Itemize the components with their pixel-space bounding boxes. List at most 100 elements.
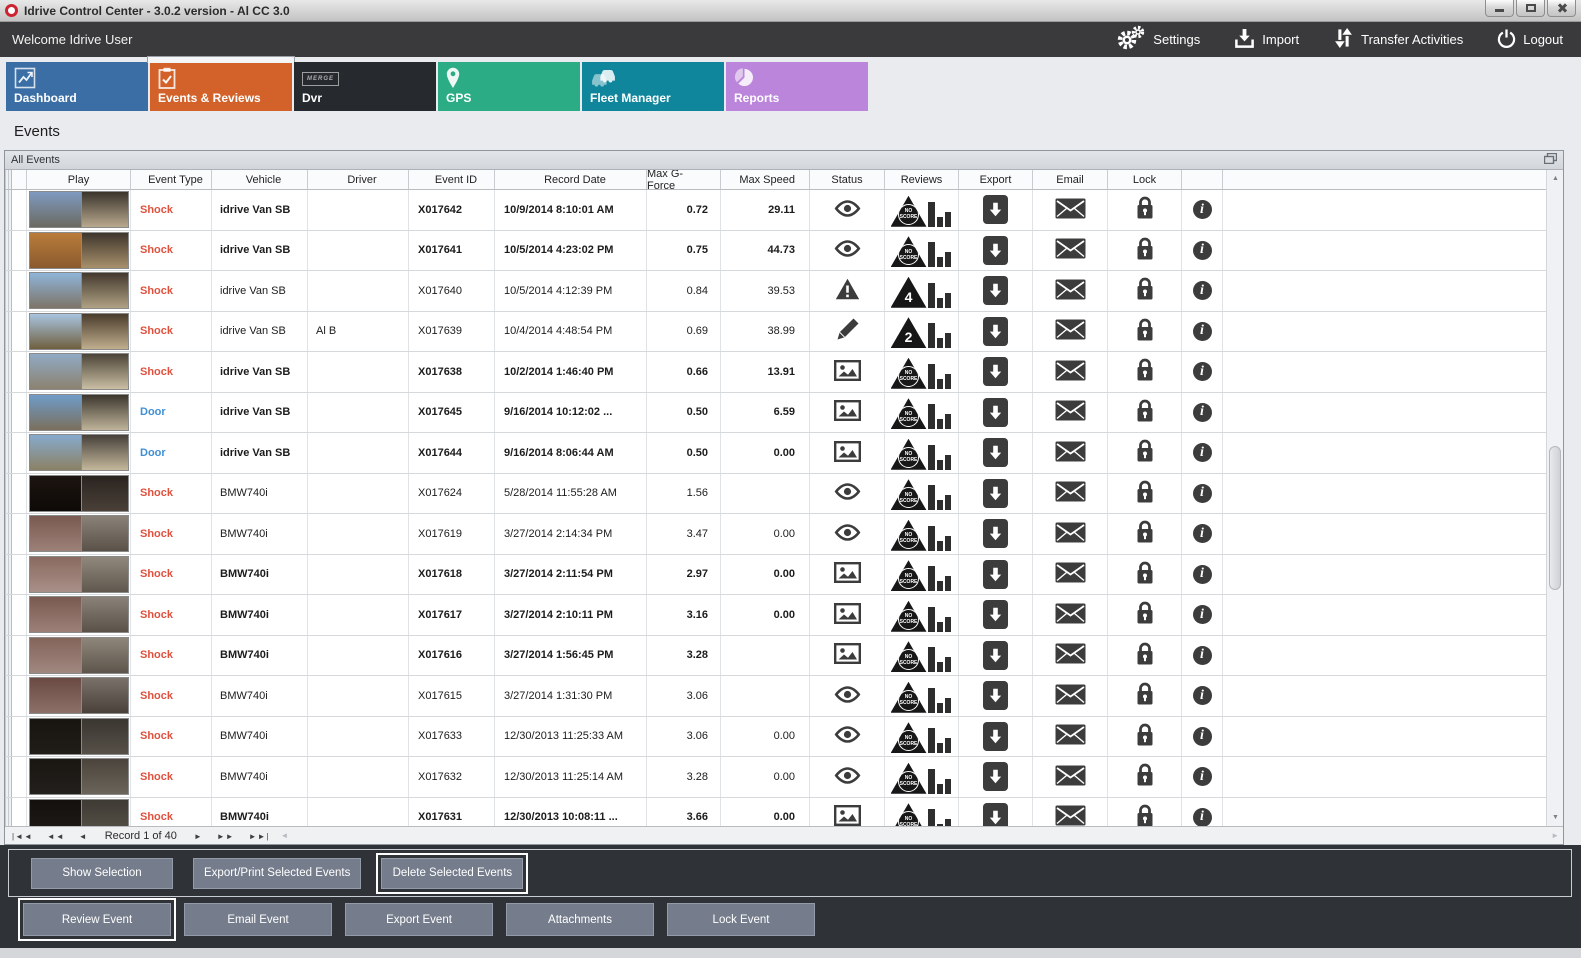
lock-icon[interactable] bbox=[1136, 277, 1154, 304]
scroll-right-icon[interactable]: ► bbox=[1551, 831, 1559, 840]
info-icon[interactable]: i bbox=[1192, 767, 1212, 787]
tab-gps[interactable]: GPS bbox=[438, 62, 580, 111]
play-thumbnail[interactable] bbox=[27, 473, 131, 513]
table-row[interactable]: Shock idrive Van SB X017642 10/9/2014 8:10:… bbox=[5, 190, 1546, 231]
export-download-icon[interactable] bbox=[983, 640, 1008, 670]
lock-cell[interactable] bbox=[1108, 797, 1182, 826]
export-cell[interactable] bbox=[959, 271, 1033, 311]
email-cell[interactable] bbox=[1033, 595, 1108, 635]
tab-events-reviews[interactable]: Events & Reviews bbox=[147, 56, 295, 111]
export-download-icon[interactable] bbox=[983, 397, 1008, 427]
lock-cell[interactable] bbox=[1108, 554, 1182, 594]
email-cell[interactable] bbox=[1033, 554, 1108, 594]
column-header-email[interactable]: Email bbox=[1033, 170, 1108, 189]
export-cell[interactable] bbox=[959, 757, 1033, 797]
table-row[interactable]: Shock idrive Van SB X017641 10/5/2014 4:23:… bbox=[5, 230, 1546, 271]
table-row[interactable]: Shock idrive Van SB Al B X017639 10/4/2014 4… bbox=[5, 311, 1546, 352]
prev-record-button[interactable]: ◄ bbox=[78, 831, 88, 841]
export-cell[interactable] bbox=[959, 433, 1033, 473]
reviews-cell[interactable]: NO SCORE bbox=[885, 352, 959, 392]
column-header-export[interactable]: Export bbox=[959, 170, 1033, 189]
logout-button[interactable]: Logout bbox=[1497, 28, 1563, 51]
reviews-cell[interactable]: NO SCORE bbox=[885, 676, 959, 716]
lock-cell[interactable] bbox=[1108, 473, 1182, 513]
play-thumbnail[interactable] bbox=[27, 392, 131, 432]
row-selector[interactable] bbox=[12, 716, 27, 756]
export-download-icon[interactable] bbox=[983, 559, 1008, 589]
first-record-button[interactable]: |◄◄ bbox=[12, 831, 33, 841]
tab-all-events[interactable]: All Events bbox=[11, 154, 60, 166]
reviews-cell[interactable]: 2 bbox=[885, 311, 959, 351]
info-cell[interactable]: i bbox=[1182, 635, 1223, 675]
lock-icon[interactable] bbox=[1136, 561, 1154, 588]
reviews-cell[interactable]: NO SCORE bbox=[885, 595, 959, 635]
column-header-event-id[interactable]: Event ID bbox=[409, 170, 495, 189]
lock-event-button[interactable]: Lock Event bbox=[667, 903, 815, 936]
export-cell[interactable] bbox=[959, 716, 1033, 756]
table-row[interactable]: Door idrive Van SB X017644 9/16/2014 8:06:4… bbox=[5, 433, 1546, 474]
table-row[interactable]: Door idrive Van SB X017645 9/16/2014 10:12:… bbox=[5, 392, 1546, 433]
lock-icon[interactable] bbox=[1136, 358, 1154, 385]
play-thumbnail[interactable] bbox=[27, 757, 131, 797]
info-cell[interactable]: i bbox=[1182, 716, 1223, 756]
lock-cell[interactable] bbox=[1108, 433, 1182, 473]
export-download-icon[interactable] bbox=[983, 681, 1008, 711]
lock-icon[interactable] bbox=[1136, 601, 1154, 628]
email-cell[interactable] bbox=[1033, 473, 1108, 513]
event-video-thumbnail-icon[interactable] bbox=[28, 758, 129, 796]
scroll-left-icon[interactable]: ◄ bbox=[280, 831, 289, 840]
email-cell[interactable] bbox=[1033, 392, 1108, 432]
event-video-thumbnail-icon[interactable] bbox=[28, 231, 129, 269]
row-selector[interactable] bbox=[12, 595, 27, 635]
lock-cell[interactable] bbox=[1108, 635, 1182, 675]
export-download-icon[interactable] bbox=[983, 316, 1008, 346]
info-cell[interactable]: i bbox=[1182, 554, 1223, 594]
scroll-down-icon[interactable]: ▼ bbox=[1552, 814, 1559, 821]
info-icon[interactable]: i bbox=[1192, 483, 1212, 503]
play-thumbnail[interactable] bbox=[27, 797, 131, 826]
lock-icon[interactable] bbox=[1136, 682, 1154, 709]
event-video-thumbnail-icon[interactable] bbox=[28, 636, 129, 674]
lock-icon[interactable] bbox=[1136, 399, 1154, 426]
export-cell[interactable] bbox=[959, 311, 1033, 351]
lock-cell[interactable] bbox=[1108, 230, 1182, 270]
email-cell[interactable] bbox=[1033, 271, 1108, 311]
export-print-selected-events-button[interactable]: Export/Print Selected Events bbox=[193, 857, 362, 889]
export-cell[interactable] bbox=[959, 595, 1033, 635]
email-cell[interactable] bbox=[1033, 635, 1108, 675]
info-icon[interactable]: i bbox=[1192, 645, 1212, 665]
reviews-cell[interactable]: NO SCORE bbox=[885, 716, 959, 756]
info-icon[interactable]: i bbox=[1192, 686, 1212, 706]
event-video-thumbnail-icon[interactable] bbox=[28, 272, 129, 310]
export-cell[interactable] bbox=[959, 473, 1033, 513]
info-cell[interactable]: i bbox=[1182, 797, 1223, 826]
row-selector[interactable] bbox=[12, 676, 27, 716]
email-envelope-icon[interactable] bbox=[1055, 724, 1086, 748]
lock-icon[interactable] bbox=[1136, 804, 1154, 826]
scrollbar-thumb[interactable] bbox=[1549, 445, 1561, 590]
email-cell[interactable] bbox=[1033, 311, 1108, 351]
review-event-button[interactable]: Review Event bbox=[23, 903, 171, 936]
event-video-thumbnail-icon[interactable] bbox=[28, 677, 129, 715]
lock-icon[interactable] bbox=[1136, 642, 1154, 669]
tab-dvr[interactable]: MERGE Dvr bbox=[294, 62, 436, 111]
play-thumbnail[interactable] bbox=[27, 271, 131, 311]
export-download-icon[interactable] bbox=[983, 600, 1008, 630]
email-envelope-icon[interactable] bbox=[1055, 198, 1086, 222]
lock-cell[interactable] bbox=[1108, 271, 1182, 311]
play-thumbnail[interactable] bbox=[27, 635, 131, 675]
lock-icon[interactable] bbox=[1136, 520, 1154, 547]
info-icon[interactable]: i bbox=[1192, 524, 1212, 544]
info-icon[interactable]: i bbox=[1192, 321, 1212, 341]
info-cell[interactable]: i bbox=[1182, 392, 1223, 432]
export-cell[interactable] bbox=[959, 797, 1033, 826]
info-cell[interactable]: i bbox=[1182, 352, 1223, 392]
event-video-thumbnail-icon[interactable] bbox=[28, 555, 129, 593]
reviews-cell[interactable]: NO SCORE bbox=[885, 797, 959, 826]
fast-next-button[interactable]: ►► bbox=[216, 831, 235, 841]
reviews-cell[interactable]: NO SCORE bbox=[885, 757, 959, 797]
email-envelope-icon[interactable] bbox=[1055, 360, 1086, 384]
event-video-thumbnail-icon[interactable] bbox=[28, 596, 129, 634]
email-envelope-icon[interactable] bbox=[1055, 562, 1086, 586]
lock-cell[interactable] bbox=[1108, 676, 1182, 716]
